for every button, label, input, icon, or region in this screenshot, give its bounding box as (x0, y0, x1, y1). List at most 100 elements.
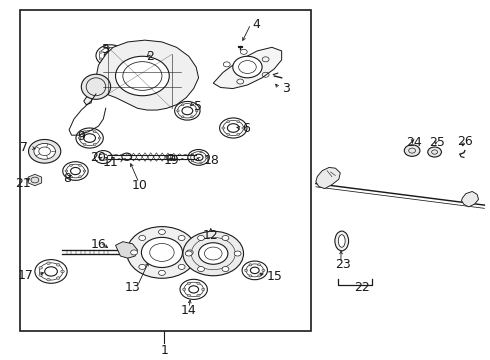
Text: 22: 22 (354, 281, 370, 294)
Polygon shape (28, 174, 42, 186)
Text: 17: 17 (18, 269, 34, 282)
Circle shape (39, 274, 43, 276)
Circle shape (191, 153, 194, 155)
Text: 14: 14 (181, 305, 196, 318)
Circle shape (70, 176, 73, 178)
Ellipse shape (338, 235, 345, 247)
Circle shape (99, 51, 102, 53)
Ellipse shape (81, 74, 111, 99)
Circle shape (159, 270, 165, 275)
Circle shape (122, 153, 132, 160)
Polygon shape (116, 242, 138, 258)
Circle shape (222, 127, 224, 129)
Circle shape (116, 61, 119, 63)
Text: 3: 3 (282, 82, 290, 95)
Circle shape (107, 62, 110, 64)
Circle shape (200, 151, 202, 153)
Circle shape (83, 131, 86, 133)
Circle shape (176, 110, 179, 112)
Circle shape (116, 48, 119, 50)
Circle shape (65, 170, 68, 172)
Text: 10: 10 (132, 179, 148, 192)
Text: 5: 5 (102, 42, 110, 55)
Circle shape (178, 235, 185, 240)
Text: 24: 24 (406, 136, 421, 149)
Circle shape (200, 162, 202, 163)
Circle shape (196, 110, 198, 112)
Circle shape (99, 58, 102, 60)
Text: 18: 18 (203, 154, 220, 167)
Circle shape (249, 275, 252, 277)
Circle shape (107, 47, 110, 49)
Circle shape (187, 294, 191, 297)
Circle shape (258, 275, 261, 277)
Circle shape (56, 264, 60, 266)
Text: 25: 25 (429, 136, 445, 149)
Circle shape (258, 264, 261, 266)
Text: 23: 23 (335, 258, 351, 271)
Circle shape (186, 250, 193, 255)
Circle shape (120, 54, 123, 57)
Circle shape (131, 250, 138, 255)
Circle shape (198, 243, 228, 264)
Text: 13: 13 (125, 281, 141, 294)
Circle shape (428, 147, 441, 157)
Circle shape (404, 145, 420, 156)
Circle shape (181, 116, 184, 118)
Circle shape (249, 264, 252, 266)
Text: 12: 12 (203, 229, 219, 242)
Circle shape (242, 127, 245, 129)
Text: 20: 20 (91, 151, 106, 164)
Circle shape (234, 251, 241, 256)
Circle shape (191, 104, 194, 106)
Circle shape (93, 143, 96, 145)
Circle shape (191, 160, 194, 162)
Circle shape (197, 282, 200, 284)
Polygon shape (316, 167, 340, 189)
Circle shape (181, 104, 184, 106)
Circle shape (39, 266, 43, 269)
Circle shape (47, 278, 50, 281)
Text: 1: 1 (160, 344, 169, 357)
Circle shape (227, 133, 230, 135)
Circle shape (98, 137, 101, 139)
Text: 4: 4 (252, 18, 260, 31)
Circle shape (116, 56, 169, 96)
Circle shape (222, 266, 229, 271)
Text: 5: 5 (194, 100, 202, 113)
Circle shape (47, 262, 50, 265)
Circle shape (61, 270, 64, 273)
Circle shape (197, 266, 204, 271)
Circle shape (233, 56, 262, 78)
Circle shape (191, 116, 194, 118)
Circle shape (56, 277, 60, 279)
Circle shape (83, 143, 86, 145)
Circle shape (139, 235, 146, 240)
Circle shape (167, 154, 174, 160)
Bar (20, 10, 311, 330)
Polygon shape (213, 47, 282, 89)
Text: 9: 9 (77, 130, 85, 144)
Circle shape (83, 170, 86, 172)
Circle shape (202, 288, 205, 291)
Circle shape (185, 251, 192, 256)
Text: 26: 26 (457, 135, 473, 148)
Circle shape (183, 231, 244, 276)
Circle shape (78, 164, 81, 166)
Circle shape (28, 139, 61, 163)
Text: 7: 7 (20, 141, 27, 154)
Circle shape (178, 264, 185, 269)
Text: 6: 6 (243, 122, 250, 135)
Circle shape (183, 288, 186, 291)
Circle shape (93, 131, 96, 133)
Text: 19: 19 (164, 154, 179, 167)
Circle shape (142, 237, 182, 267)
Circle shape (205, 157, 207, 158)
Circle shape (78, 137, 81, 139)
Circle shape (70, 164, 73, 166)
Circle shape (159, 229, 165, 234)
Text: 11: 11 (102, 156, 118, 168)
Circle shape (237, 133, 240, 135)
Circle shape (187, 282, 191, 284)
Circle shape (127, 226, 197, 278)
